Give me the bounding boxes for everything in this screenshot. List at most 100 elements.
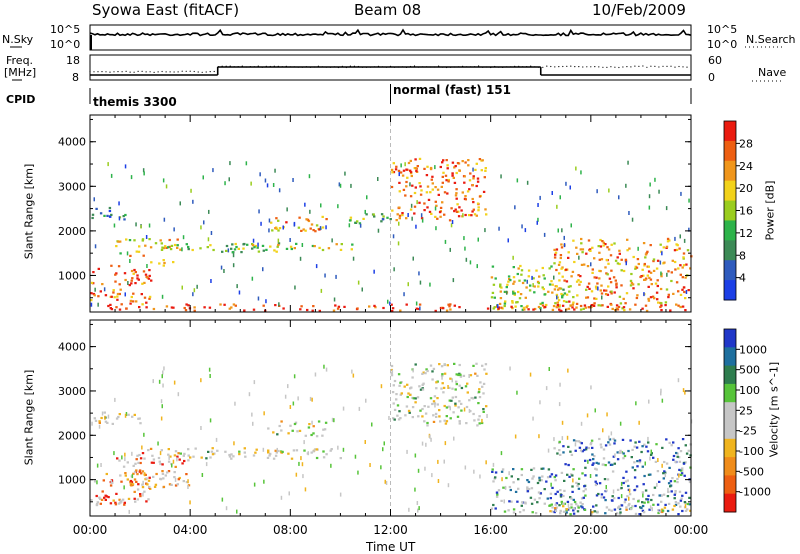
heatmap-cell: [643, 264, 646, 267]
colorbar-tick-label: 12: [739, 227, 753, 240]
heatmap-cell: [562, 288, 565, 291]
heatmap-cell: [224, 450, 227, 453]
heatmap-cell: [509, 279, 512, 282]
heatmap-cell: [100, 463, 102, 467]
heatmap-cell: [165, 184, 168, 189]
heatmap-cell: [339, 457, 342, 460]
heatmap-cell: [211, 447, 214, 450]
heatmap-cell: [484, 208, 487, 211]
heatmap-cell: [335, 274, 337, 279]
heatmap-cell: [682, 388, 685, 393]
nave-point: [434, 66, 436, 68]
heatmap-cell: [277, 242, 281, 245]
heatmap-cell: [411, 396, 414, 399]
heatmap-cell: [449, 406, 451, 411]
heatmap-cell: [414, 186, 417, 189]
heatmap-cell: [150, 279, 153, 282]
heatmap-cell: [321, 248, 325, 252]
heatmap-cell: [152, 461, 155, 464]
heatmap-cell: [689, 509, 692, 512]
nave-point: [345, 66, 347, 69]
heatmap-cell: [292, 401, 295, 406]
heatmap-cell: [141, 470, 145, 473]
heatmap-cell: [124, 452, 126, 457]
heatmap-cell: [236, 284, 238, 289]
heatmap-cell: [676, 477, 679, 481]
heatmap-cell: [318, 246, 321, 249]
heatmap-cell: [519, 264, 522, 268]
heatmap-cell: [432, 400, 436, 403]
heatmap-cell: [131, 483, 135, 486]
heatmap-cell: [623, 309, 626, 312]
heatmap-cell: [684, 461, 687, 464]
heatmap-cell: [651, 295, 655, 298]
heatmap-cell: [416, 165, 419, 168]
heatmap-cell: [470, 214, 473, 217]
heatmap-cell: [443, 404, 446, 408]
heatmap-cell: [619, 302, 623, 305]
heatmap-cell: [169, 455, 172, 458]
heatmap-cell: [575, 503, 578, 506]
heatmap-cell: [264, 178, 267, 183]
heatmap-cell: [176, 246, 179, 249]
heatmap-cell: [311, 309, 314, 312]
heatmap-cell: [419, 388, 423, 391]
heatmap-cell: [589, 249, 592, 252]
heatmap-cell: [539, 400, 541, 405]
heatmap-cell: [417, 468, 420, 473]
heatmap-cell: [503, 499, 505, 504]
heatmap-cell: [448, 386, 451, 389]
heatmap-cell: [657, 458, 659, 462]
heatmap-cell: [460, 209, 463, 212]
heatmap-cell: [648, 276, 651, 279]
heatmap-cell: [443, 459, 445, 464]
heatmap-cell: [289, 424, 292, 427]
heatmap-cell: [556, 204, 558, 209]
nave-point: [89, 70, 91, 72]
heatmap-cell: [478, 396, 482, 399]
nave-point: [590, 66, 592, 68]
heatmap-cell: [509, 488, 512, 492]
heatmap-cell: [547, 290, 550, 293]
heatmap-cell: [159, 462, 162, 466]
heatmap-cell: [219, 303, 222, 306]
heatmap-cell: [482, 392, 485, 395]
heatmap-cell: [93, 417, 96, 420]
heatmap-cell: [422, 371, 425, 374]
heatmap-cell: [660, 304, 663, 307]
heatmap-cell: [616, 262, 620, 265]
heatmap-cell: [465, 257, 468, 262]
heatmap-cell: [637, 246, 639, 251]
heatmap-cell: [366, 195, 368, 200]
heatmap-cell: [101, 490, 104, 493]
heatmap-cell: [559, 382, 561, 387]
heatmap-cell: [474, 396, 477, 399]
nave-point: [426, 66, 428, 68]
heatmap-cell: [537, 217, 539, 222]
heatmap-cell: [672, 454, 676, 458]
heatmap-cell: [90, 292, 93, 295]
heatmap-cell: [474, 372, 477, 375]
heatmap-cell: [550, 482, 552, 487]
heatmap-cell: [280, 420, 283, 423]
heatmap-cell: [230, 457, 233, 460]
heatmap-cell: [520, 468, 524, 471]
heatmap-cell: [493, 306, 496, 309]
heatmap-cell: [560, 246, 564, 249]
heatmap-cell: [295, 449, 299, 452]
heatmap-cell: [322, 450, 325, 453]
heatmap-cell: [561, 266, 564, 269]
heatmap-cell: [323, 428, 327, 431]
heatmap-cell: [565, 293, 569, 296]
heatmap-cell: [173, 380, 176, 385]
nave-point: [658, 66, 660, 68]
heatmap-cell: [403, 385, 406, 388]
heatmap-cell: [453, 362, 456, 365]
heatmap-cell: [484, 363, 488, 366]
heatmap-cell: [251, 412, 253, 417]
heatmap-cell: [481, 364, 484, 367]
heatmap-cell: [567, 251, 570, 254]
colorbar-swatch: [724, 365, 736, 385]
heatmap-cell: [114, 273, 117, 276]
